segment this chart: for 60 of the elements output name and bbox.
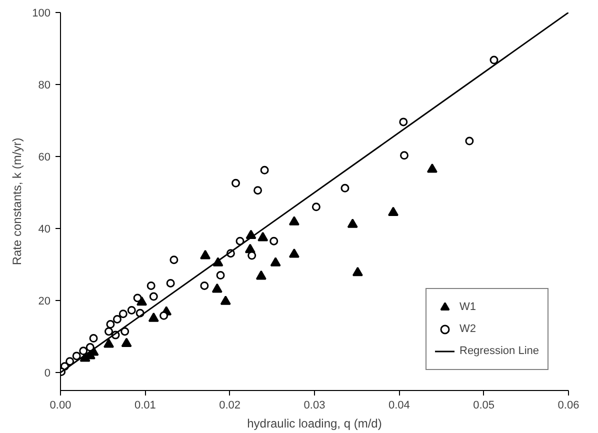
point — [490, 56, 498, 64]
point — [104, 327, 114, 336]
point — [270, 236, 278, 246]
x-tick-label: 0.00 — [50, 400, 72, 412]
point — [400, 151, 408, 160]
point — [232, 178, 240, 188]
point — [121, 338, 132, 348]
y-tick-label: 100 — [32, 8, 51, 20]
x-axis-title: hydraulic loading, q (m/d) — [247, 416, 382, 430]
point — [312, 202, 320, 212]
point — [106, 320, 115, 329]
point — [220, 296, 231, 305]
point — [347, 218, 358, 228]
x-tick-label: 0.02 — [219, 400, 241, 412]
y-tick-label: 20 — [38, 296, 51, 308]
point — [258, 232, 268, 242]
point — [426, 164, 438, 173]
point — [256, 270, 266, 280]
point — [170, 256, 178, 264]
point — [120, 327, 130, 336]
point — [399, 118, 408, 126]
point — [200, 250, 211, 260]
legend-label: W2 — [460, 323, 477, 335]
point — [212, 283, 222, 293]
y-tick-label: 40 — [38, 224, 51, 236]
point — [118, 310, 128, 318]
point — [388, 206, 398, 216]
x-tick-label: 0.01 — [134, 400, 156, 412]
point — [465, 136, 474, 146]
point — [288, 248, 300, 258]
legend-label: Regression Line — [460, 345, 539, 357]
point — [72, 352, 81, 360]
point — [127, 306, 136, 314]
point — [104, 338, 114, 348]
point — [146, 281, 156, 290]
y-tick-label: 0 — [44, 368, 51, 380]
point — [149, 292, 158, 301]
point — [254, 186, 262, 195]
point — [79, 346, 88, 356]
point — [352, 266, 363, 276]
point — [166, 278, 175, 288]
point — [216, 271, 225, 280]
point — [288, 216, 300, 226]
x-tick-label: 0.05 — [473, 400, 495, 412]
point — [260, 166, 269, 174]
y-tick-label: 60 — [38, 152, 51, 164]
x-tick-label: 0.04 — [388, 400, 410, 412]
point — [200, 281, 209, 290]
y-tick-label: 80 — [38, 80, 51, 92]
y-axis-title: Rate constants, k (m/yr) — [10, 138, 24, 266]
x-tick-label: 0.03 — [304, 400, 326, 412]
point — [133, 294, 142, 302]
point — [148, 312, 159, 322]
x-tick-label: 0.06 — [558, 400, 580, 412]
point — [160, 311, 168, 320]
legend-label: W1 — [460, 301, 477, 313]
point — [89, 334, 98, 343]
point — [340, 184, 350, 192]
point — [270, 257, 281, 266]
point — [112, 314, 122, 324]
